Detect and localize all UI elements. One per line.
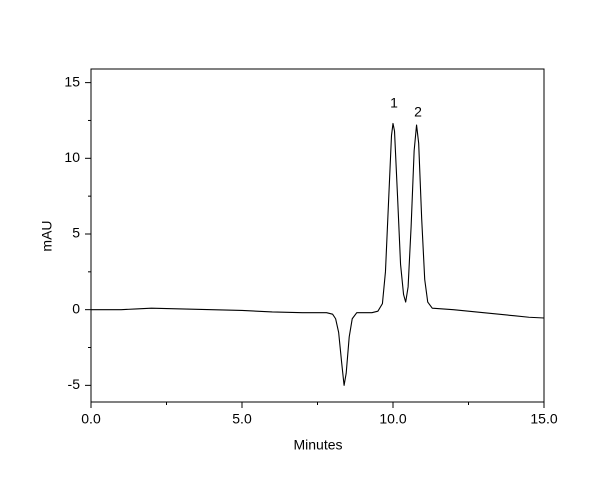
peak-annotation: 1 [390,95,398,111]
y-axis-label: mAU [39,220,55,251]
y-tick-label: 15 [64,73,80,89]
x-tick-label: 5.0 [232,411,252,427]
x-tick-label: 15.0 [530,411,557,427]
y-tick-label: 10 [64,149,80,165]
peak-annotation: 2 [414,104,422,120]
y-tick-label: 0 [72,300,80,316]
x-tick-label: 0.0 [81,411,101,427]
plot-frame [90,68,545,403]
x-axis-label: Minutes [293,437,342,453]
y-tick-label: 5 [72,225,80,241]
y-tick-label: -5 [68,376,81,392]
data-line [91,122,545,386]
x-tick-label: 10.0 [379,411,406,427]
